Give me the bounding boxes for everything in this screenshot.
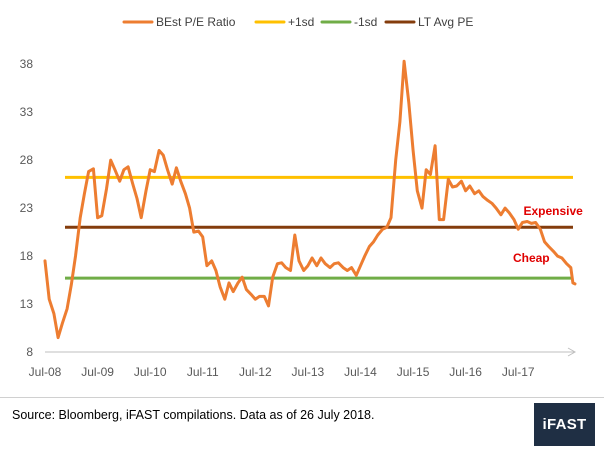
chart-footer: Source: Bloomberg, iFAST compilations. D… (0, 397, 604, 455)
y-tick-label: 23 (20, 201, 34, 215)
y-tick-label: 33 (20, 105, 34, 119)
chart-axes: 8 13 18 23 28 33 38 Jul-08 Jul-09 Jul-10 Jul-11 Jul… (20, 57, 577, 379)
x-tick-label: Jul-13 (292, 365, 325, 379)
x-tick-label: Jul-09 (81, 365, 114, 379)
y-tick-label: 38 (20, 57, 34, 71)
annotation-expensive: Expensive (523, 204, 583, 218)
pe-ratio-series-line (43, 59, 577, 340)
x-tick-label: Jul-11 (187, 365, 219, 379)
y-tick-label: 28 (20, 153, 34, 167)
source-note: Source: Bloomberg, iFAST compilations. D… (12, 408, 375, 422)
y-tick-label: 18 (20, 249, 34, 263)
legend-item-ltavg: LT Avg PE (384, 15, 473, 29)
legend-label-plus1sd: +1sd (288, 15, 314, 29)
chart-legend: BEst P/E Ratio +1sd -1sd LT Avg PE (122, 15, 473, 29)
legend-label-ltavg: LT Avg PE (418, 15, 473, 29)
pe-ratio-chart: BEst P/E Ratio +1sd -1sd LT Avg PE 8 13 18… (20, 15, 584, 379)
y-tick-label: 13 (20, 297, 34, 311)
x-tick-label: Jul-08 (29, 365, 62, 379)
annotation-cheap: Cheap (513, 251, 550, 265)
annotation-layer: Expensive Cheap (513, 204, 583, 265)
x-tick-label: Jul-16 (449, 365, 482, 379)
x-tick-label: Jul-12 (239, 365, 272, 379)
x-axis-arrow-icon (567, 347, 577, 357)
x-tick-label: Jul-17 (502, 365, 535, 379)
series-layer (43, 59, 577, 340)
legend-item-plus1sd: +1sd (254, 15, 314, 29)
x-tick-label: Jul-15 (397, 365, 430, 379)
y-tick-label: 8 (26, 345, 33, 359)
legend-item-minus1sd: -1sd (320, 15, 377, 29)
x-tick-label: Jul-14 (344, 365, 377, 379)
x-tick-label: Jul-10 (134, 365, 167, 379)
legend-label-pe: BEst P/E Ratio (156, 15, 236, 29)
legend-item-pe: BEst P/E Ratio (122, 15, 236, 29)
legend-label-minus1sd: -1sd (354, 15, 377, 29)
ifast-logo: iFAST (534, 403, 595, 446)
